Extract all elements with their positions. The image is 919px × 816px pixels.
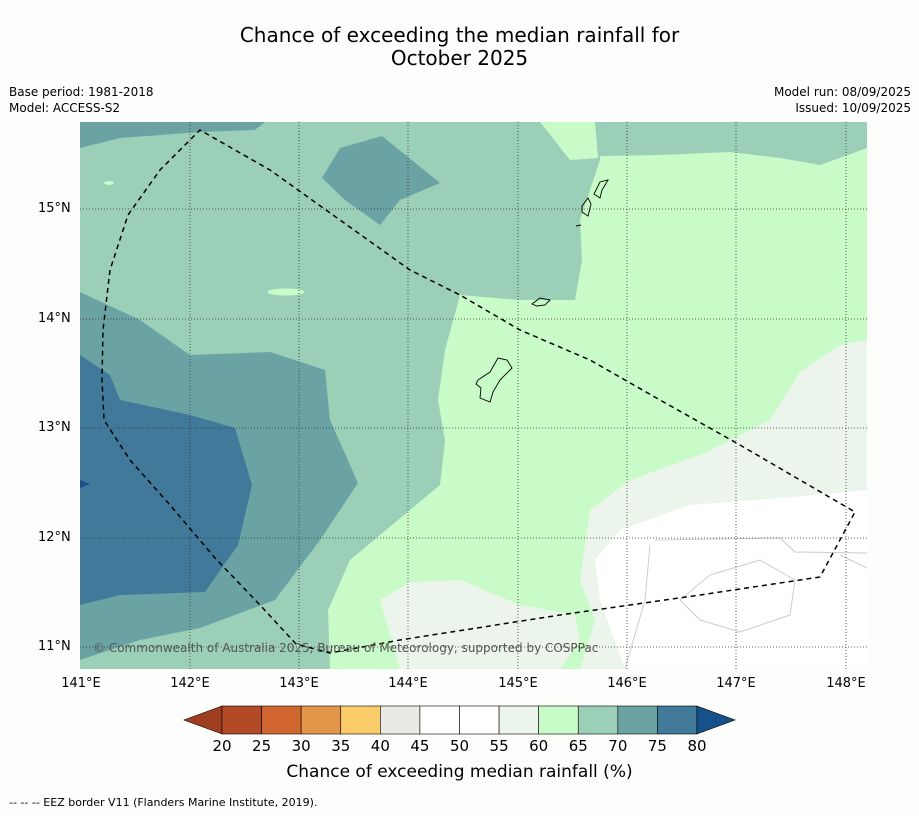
colorbar-tick-label: 65 xyxy=(568,737,588,755)
colorbar-segment xyxy=(340,705,381,735)
region-50-55-southeast xyxy=(595,490,867,669)
colorbar-tick-label: 70 xyxy=(608,737,628,755)
colorbar-segment xyxy=(419,705,460,735)
rainfall-map-area xyxy=(80,122,867,669)
lon-tick-147: 147°E xyxy=(716,676,756,691)
anatahan-island xyxy=(593,179,609,199)
graticule xyxy=(80,122,867,669)
colorbar-tick-label: 30 xyxy=(291,737,311,755)
lon-tick-141: 141°E xyxy=(61,676,101,691)
colorbar-title: Chance of exceeding median rainfall (%) xyxy=(286,762,633,782)
colorbar-segment xyxy=(300,705,342,735)
lon-tick-148: 148°E xyxy=(826,676,866,691)
tinian-island xyxy=(575,224,582,227)
region-70-75-blob xyxy=(322,136,440,225)
colorbar-tick-label: 45 xyxy=(410,737,430,755)
colorbar-tick-label: 25 xyxy=(252,737,272,755)
region-65-70-top-east xyxy=(595,122,867,165)
saipan-island xyxy=(581,197,592,217)
issued-date: Issued: 10/09/2025 xyxy=(795,101,911,115)
colorbar-tick-label: 50 xyxy=(449,737,470,755)
colorbar-segment xyxy=(498,705,539,735)
eez-footnote: -- -- -- EEZ border V11 (Flanders Marine… xyxy=(9,796,318,809)
region-60-65-north xyxy=(540,122,598,160)
model-name: Model: ACCESS-S2 xyxy=(9,101,121,115)
colorbar-segment xyxy=(617,705,658,735)
lon-tick-145: 145°E xyxy=(498,676,538,691)
lon-tick-146: 146°E xyxy=(607,676,647,691)
lat-tick-14: 14°N xyxy=(38,311,71,326)
lon-tick-143: 143°E xyxy=(279,676,319,691)
colorbar xyxy=(183,705,736,735)
colorbar-tick-label: 35 xyxy=(331,737,351,755)
colorbar-segment xyxy=(577,705,619,735)
islands xyxy=(475,179,609,403)
colorbar-tick-label: 60 xyxy=(529,737,549,755)
meta-right: Model run: 08/09/2025 Issued: 10/09/2025 xyxy=(774,84,911,116)
model-run: Model run: 08/09/2025 xyxy=(773,85,911,99)
lat-tick-12: 12°N xyxy=(38,530,71,545)
colorbar-segment xyxy=(261,705,302,735)
colorbar-segment xyxy=(538,705,579,735)
base-period: Base period: 1981-2018 xyxy=(9,85,154,99)
colorbar-segment xyxy=(459,705,500,735)
colorbar-tick-label: 55 xyxy=(489,737,509,755)
lat-tick-11: 11°N xyxy=(38,639,71,654)
eez-border xyxy=(101,129,857,654)
lat-tick-13: 13°N xyxy=(38,420,71,435)
colorbar-tick-label: 75 xyxy=(647,737,667,755)
copyright-notice: © Commonwealth of Australia 2025, Bureau… xyxy=(93,641,599,655)
colorbar-segment xyxy=(221,705,262,735)
colorbar-under-arrow xyxy=(183,705,223,735)
lat-tick-15: 15°N xyxy=(38,201,71,216)
colorbar-tick-label: 20 xyxy=(212,737,232,755)
colorbar-segment xyxy=(380,705,421,735)
colorbar-tick-label: 40 xyxy=(370,737,390,755)
map-title-line2: October 2025 xyxy=(390,46,529,70)
colorbar-segment xyxy=(657,705,698,735)
lon-tick-142: 142°E xyxy=(170,676,210,691)
rota-island xyxy=(531,297,551,307)
region-70-75-top xyxy=(80,122,265,148)
region-75-80-west xyxy=(80,355,252,605)
guam-island xyxy=(475,357,513,403)
meta-left: Base period: 1981-2018 Model: ACCESS-S2 xyxy=(9,84,154,116)
lon-tick-144: 144°E xyxy=(388,676,428,691)
colorbar-over-arrow xyxy=(696,705,736,735)
colorbar-tick-label: 80 xyxy=(687,737,707,755)
map-title-line1: Chance of exceeding the median rainfall … xyxy=(239,23,680,47)
